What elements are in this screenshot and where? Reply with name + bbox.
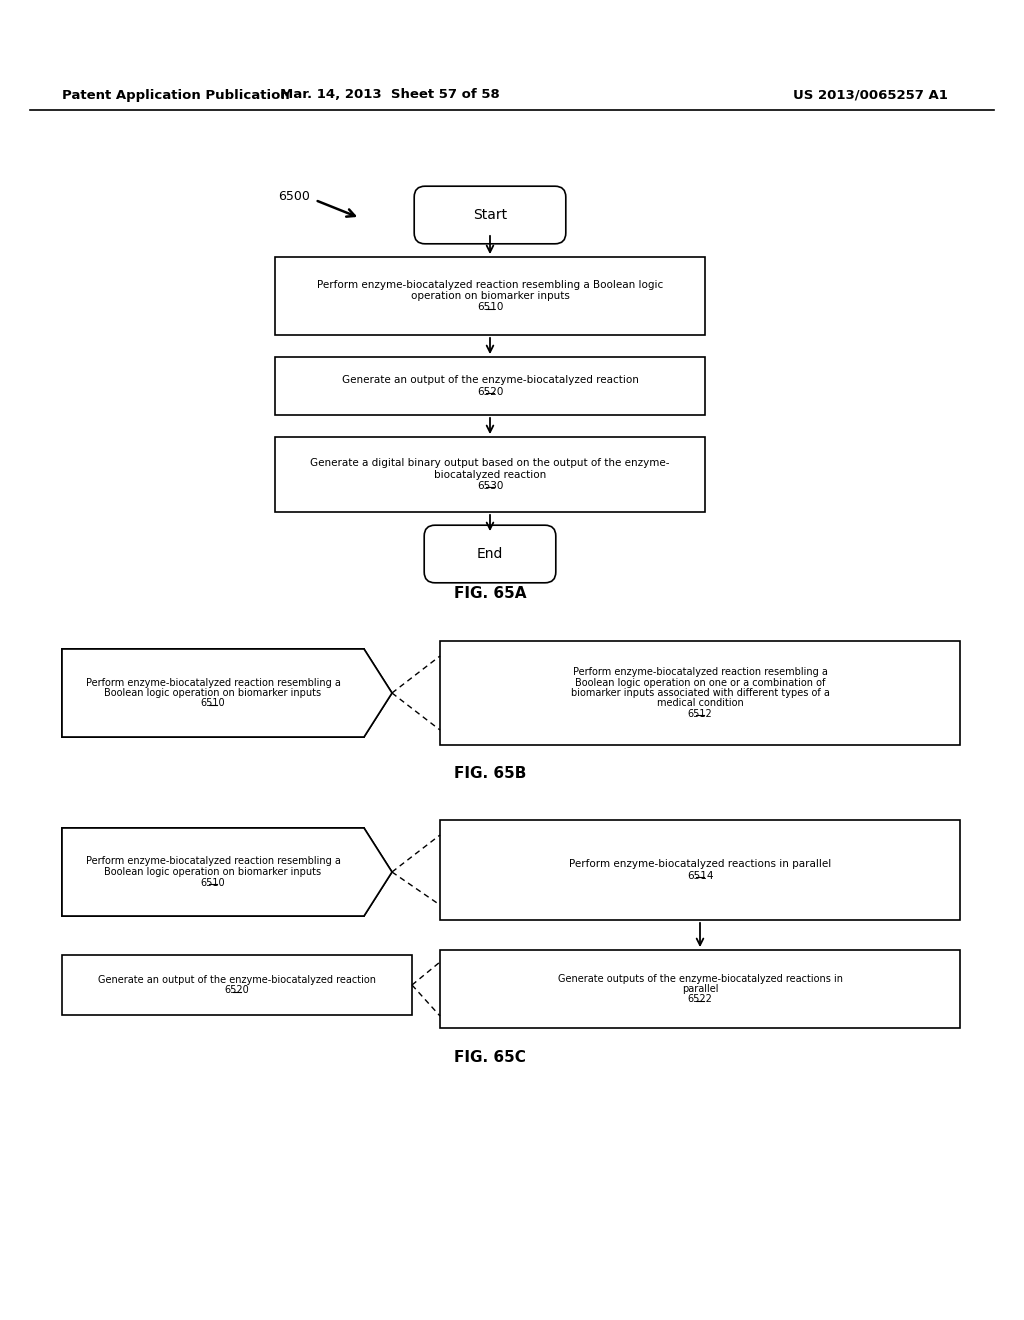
- Text: 6500: 6500: [278, 190, 310, 202]
- Text: Perform enzyme-biocatalyzed reaction resembling a: Perform enzyme-biocatalyzed reaction res…: [572, 667, 827, 677]
- Text: Perform enzyme-biocatalyzed reaction resembling a: Perform enzyme-biocatalyzed reaction res…: [86, 857, 340, 866]
- Bar: [275, 257, 705, 335]
- Text: Boolean logic operation on one or a combination of: Boolean logic operation on one or a comb…: [574, 677, 825, 688]
- Bar: [62, 954, 412, 1015]
- Text: 6514: 6514: [687, 871, 714, 880]
- Text: 6530: 6530: [477, 480, 503, 491]
- Text: Mar. 14, 2013  Sheet 57 of 58: Mar. 14, 2013 Sheet 57 of 58: [281, 88, 500, 102]
- FancyBboxPatch shape: [414, 186, 566, 244]
- Text: 6510: 6510: [477, 302, 503, 313]
- Text: FIG. 65B: FIG. 65B: [454, 766, 526, 780]
- Text: biomarker inputs associated with different types of a: biomarker inputs associated with differe…: [570, 688, 829, 698]
- Polygon shape: [62, 828, 392, 916]
- Polygon shape: [62, 649, 392, 737]
- Bar: [440, 820, 961, 920]
- Text: 6510: 6510: [201, 878, 225, 887]
- Text: Boolean logic operation on biomarker inputs: Boolean logic operation on biomarker inp…: [104, 688, 322, 698]
- Text: Boolean logic operation on biomarker inputs: Boolean logic operation on biomarker inp…: [104, 867, 322, 876]
- Text: End: End: [477, 546, 503, 561]
- Text: Patent Application Publication: Patent Application Publication: [62, 88, 290, 102]
- FancyBboxPatch shape: [424, 525, 556, 583]
- Bar: [62, 828, 364, 916]
- Text: 6512: 6512: [688, 709, 713, 719]
- Text: biocatalyzed reaction: biocatalyzed reaction: [434, 470, 546, 479]
- Text: operation on biomarker inputs: operation on biomarker inputs: [411, 290, 569, 301]
- Bar: [275, 356, 705, 414]
- Text: Generate an output of the enzyme-biocatalyzed reaction: Generate an output of the enzyme-biocata…: [342, 375, 638, 385]
- Text: 6520: 6520: [224, 985, 250, 995]
- Text: 6520: 6520: [477, 387, 503, 396]
- Text: parallel: parallel: [682, 983, 718, 994]
- Text: Generate a digital binary output based on the output of the enzyme-: Generate a digital binary output based o…: [310, 458, 670, 469]
- Text: Perform enzyme-biocatalyzed reactions in parallel: Perform enzyme-biocatalyzed reactions in…: [569, 859, 831, 870]
- Bar: [62, 649, 364, 737]
- Text: US 2013/0065257 A1: US 2013/0065257 A1: [793, 88, 947, 102]
- Bar: [440, 642, 961, 744]
- Text: FIG. 65C: FIG. 65C: [454, 1051, 526, 1065]
- Text: 6522: 6522: [687, 994, 713, 1005]
- Text: FIG. 65A: FIG. 65A: [454, 586, 526, 602]
- Text: Generate outputs of the enzyme-biocatalyzed reactions in: Generate outputs of the enzyme-biocataly…: [557, 974, 843, 983]
- Text: 6510: 6510: [201, 698, 225, 709]
- Text: Perform enzyme-biocatalyzed reaction resembling a Boolean logic: Perform enzyme-biocatalyzed reaction res…: [316, 280, 664, 290]
- Text: Generate an output of the enzyme-biocatalyzed reaction: Generate an output of the enzyme-biocata…: [98, 974, 376, 985]
- Polygon shape: [62, 828, 392, 916]
- Text: Perform enzyme-biocatalyzed reaction resembling a: Perform enzyme-biocatalyzed reaction res…: [86, 677, 340, 688]
- Polygon shape: [62, 649, 392, 737]
- Text: Start: Start: [473, 209, 507, 222]
- Text: medical condition: medical condition: [656, 698, 743, 709]
- Bar: [275, 437, 705, 512]
- Bar: [440, 950, 961, 1028]
